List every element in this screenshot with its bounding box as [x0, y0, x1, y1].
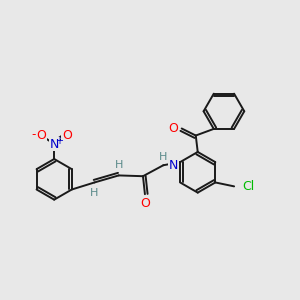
Text: O: O: [168, 122, 178, 135]
Text: -: -: [31, 128, 35, 141]
Text: H: H: [89, 188, 98, 198]
Text: Cl: Cl: [243, 180, 255, 193]
Text: N: N: [169, 159, 178, 172]
Text: N: N: [50, 138, 59, 151]
Text: H: H: [115, 160, 124, 170]
Text: O: O: [37, 129, 46, 142]
Text: +: +: [55, 136, 63, 146]
Text: O: O: [140, 197, 150, 210]
Text: H: H: [159, 152, 167, 162]
Text: O: O: [62, 129, 72, 142]
